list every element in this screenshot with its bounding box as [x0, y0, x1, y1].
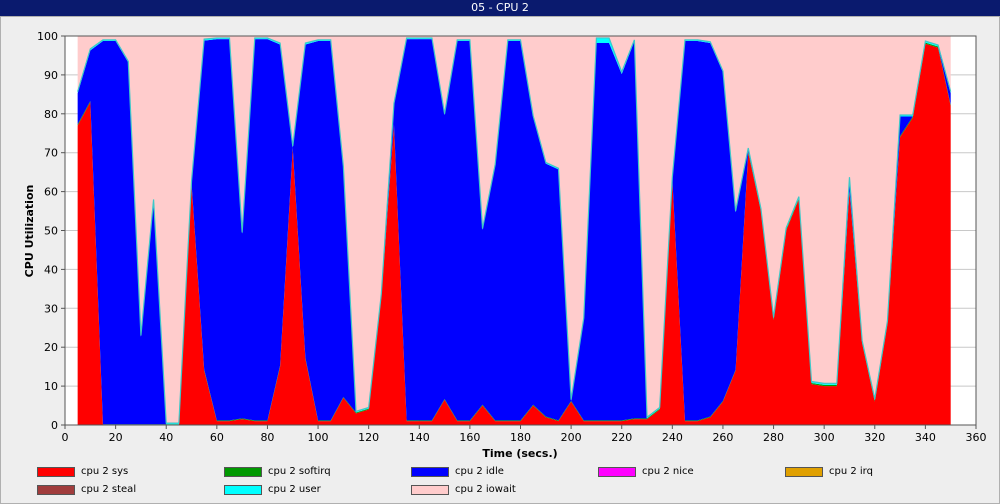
legend-label: cpu 2 irq: [829, 466, 873, 477]
legend-item: cpu 2 steal: [37, 484, 136, 498]
legend-label: cpu 2 sys: [81, 466, 129, 477]
y-tick-label: 80: [44, 108, 58, 121]
x-tick-label: 40: [159, 431, 173, 444]
x-tick-label: 340: [915, 431, 936, 444]
x-tick-label: 320: [864, 431, 885, 444]
x-tick-label: 100: [308, 431, 329, 444]
x-axis-ticks: 0 20 40 60 80 100 120 140 160 180 200 220 240 260 280 3…: [62, 425, 987, 444]
legend-swatch: [37, 467, 75, 477]
x-tick-label: 180: [510, 431, 531, 444]
x-tick-label: 80: [260, 431, 274, 444]
legend-label: cpu 2 iowait: [455, 484, 516, 495]
y-tick-label: 100: [37, 30, 58, 43]
x-tick-label: 240: [662, 431, 683, 444]
area-cpu-2-iowait: [77, 36, 951, 424]
y-tick-label: 50: [44, 225, 58, 238]
legend-item: cpu 2 sys: [37, 466, 128, 480]
y-tick-label: 40: [44, 263, 58, 276]
y-tick-label: 0: [51, 419, 58, 432]
area-cpu-2-sys: [77, 43, 951, 425]
x-tick-label: 120: [358, 431, 379, 444]
x-tick-label: 220: [611, 431, 632, 444]
legend-label: cpu 2 user: [268, 484, 321, 495]
legend-swatch: [411, 467, 449, 477]
x-tick-label: 360: [966, 431, 987, 444]
x-axis-label: Time (secs.): [482, 447, 557, 460]
y-axis-label: CPU Utilization: [23, 185, 36, 278]
y-tick-label: 30: [44, 302, 58, 315]
chart-title: 05 - CPU 2: [0, 0, 1000, 16]
x-tick-label: 200: [561, 431, 582, 444]
x-tick-label: 280: [763, 431, 784, 444]
x-tick-label: 20: [109, 431, 123, 444]
y-axis-ticks: 0 10 20 30 40 50 60 70 80 90 100: [37, 30, 65, 432]
area-cpu-2-idle: [77, 39, 951, 425]
legend-label: cpu 2 idle: [455, 466, 504, 477]
legend-item: cpu 2 nice: [598, 466, 694, 480]
legend-swatch: [785, 467, 823, 477]
legend-item: cpu 2 irq: [785, 466, 873, 480]
y-tick-label: 90: [44, 69, 58, 82]
y-tick-label: 60: [44, 186, 58, 199]
legend-swatch: [411, 485, 449, 495]
x-tick-label: 140: [409, 431, 430, 444]
y-tick-label: 20: [44, 341, 58, 354]
x-tick-label: 260: [712, 431, 733, 444]
legend-label: cpu 2 nice: [642, 466, 694, 477]
y-tick-label: 70: [44, 147, 58, 160]
user-boundary-line: [77, 37, 952, 424]
legend-swatch: [598, 467, 636, 477]
legend: cpu 2 sys cpu 2 softirq cpu 2 idle cpu 2 ni…: [0, 462, 1000, 504]
legend-swatch: [224, 467, 262, 477]
legend-label: cpu 2 softirq: [268, 466, 331, 477]
legend-item: cpu 2 idle: [411, 466, 504, 480]
legend-item: cpu 2 softirq: [224, 466, 331, 480]
y-tick-label: 10: [44, 380, 58, 393]
stacked-areas: [77, 36, 952, 426]
legend-item: cpu 2 user: [224, 484, 321, 498]
legend-swatch: [224, 485, 262, 495]
legend-label: cpu 2 steal: [81, 484, 137, 495]
x-tick-label: 60: [210, 431, 224, 444]
x-tick-label: 160: [459, 431, 480, 444]
legend-item: cpu 2 iowait: [411, 484, 516, 498]
x-tick-label: 0: [62, 431, 69, 444]
legend-swatch: [37, 485, 75, 495]
x-tick-label: 300: [814, 431, 835, 444]
